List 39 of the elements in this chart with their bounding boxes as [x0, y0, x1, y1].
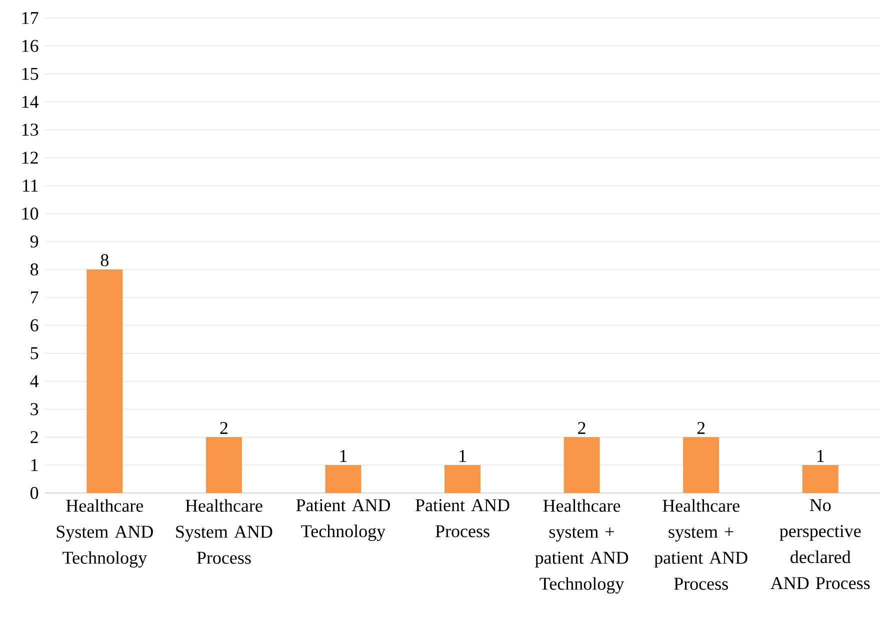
data-label: 2: [578, 422, 586, 434]
bar: [683, 437, 720, 493]
bar: [802, 465, 838, 493]
y-tick-label: 7: [30, 292, 38, 304]
bar: [206, 437, 242, 493]
y-tick-label: 3: [30, 403, 38, 416]
y-tick-label: 2: [30, 431, 38, 444]
y-tick-label: 6: [30, 319, 38, 332]
bar: [564, 437, 600, 493]
x-tick-label: Healthcare system + patient AND Technology: [535, 499, 628, 594]
y-tick-label: 15: [22, 68, 38, 80]
x-tick-label: Healthcare System AND Technology: [56, 499, 153, 568]
data-label: 2: [697, 422, 705, 434]
data-label: 1: [340, 450, 347, 462]
bar: [444, 465, 481, 493]
y-tick-label: 16: [22, 40, 38, 52]
y-tick-label: 9: [30, 235, 38, 248]
y-tick-label: 12: [22, 152, 38, 164]
x-tick-label: Healthcare System AND Process: [176, 499, 272, 564]
x-tick-label: Healthcare system + patient AND Process: [654, 499, 748, 590]
x-tick-label: Patient AND Process: [416, 499, 510, 538]
x-tick-label: No perspective declared AND Process: [770, 499, 870, 590]
y-tick-label: 14: [22, 96, 39, 108]
bar: [86, 269, 123, 493]
y-tick-label: 5: [30, 347, 38, 360]
y-tick-label: 17: [22, 12, 38, 24]
y-tick-label: 8: [30, 263, 38, 276]
data-label: 1: [817, 450, 824, 462]
bar: [325, 465, 362, 493]
data-label: 2: [220, 422, 228, 434]
y-tick-label: 1: [31, 459, 38, 471]
y-tick-label: 11: [23, 180, 38, 192]
y-tick-label: 4: [30, 375, 39, 388]
data-label: 1: [460, 450, 466, 462]
data-label: 8: [100, 254, 108, 266]
y-tick-label: 13: [22, 124, 38, 136]
y-tick-label: 10: [22, 208, 38, 220]
x-tick-label: Patient AND Technology: [296, 499, 390, 541]
y-tick-label: 0: [30, 486, 38, 500]
